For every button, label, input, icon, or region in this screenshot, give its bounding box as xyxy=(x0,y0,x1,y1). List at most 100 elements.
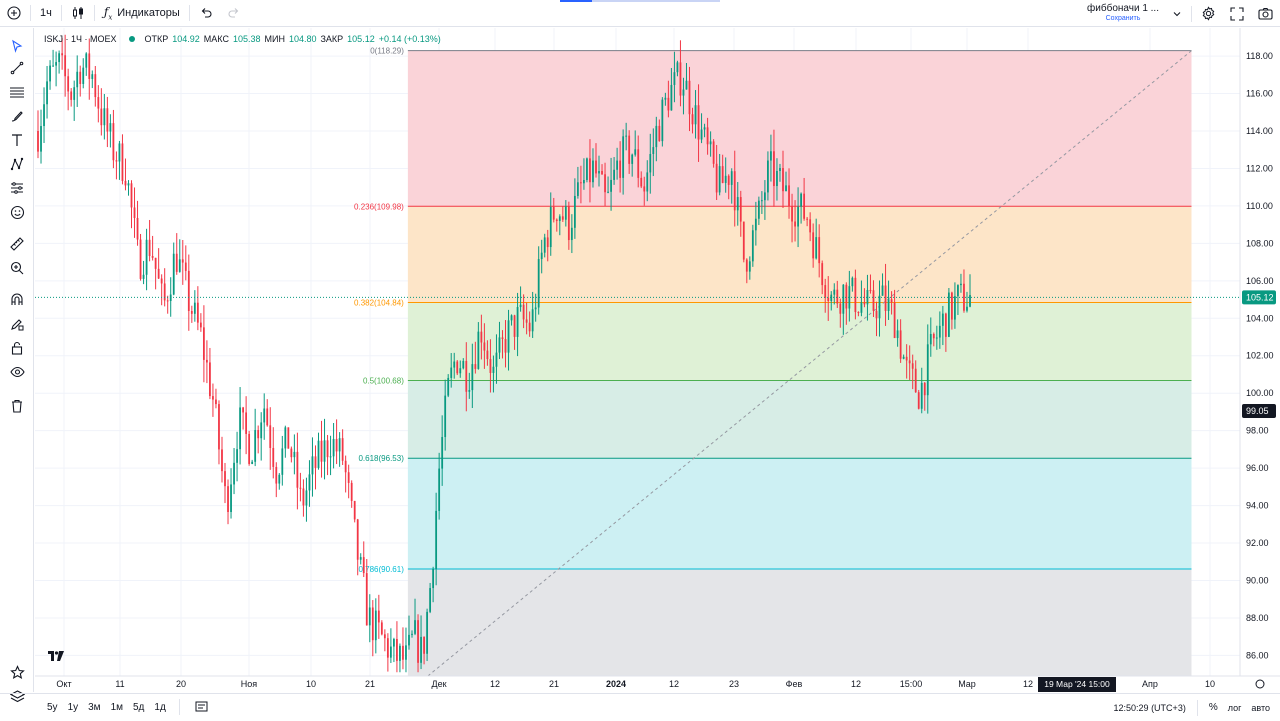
candle-body xyxy=(151,256,154,258)
candle-body xyxy=(362,557,365,574)
candle-body xyxy=(773,151,775,187)
interval-label: 1ч xyxy=(40,7,52,19)
fib-level-label: 0.5(100.68) xyxy=(363,376,404,385)
candle-body xyxy=(797,206,799,227)
candle-body xyxy=(206,359,208,363)
toolbar-divider xyxy=(188,5,190,21)
lock-tool[interactable] xyxy=(7,338,27,358)
icon-tool[interactable] xyxy=(7,202,27,222)
candle-body xyxy=(67,76,70,92)
range-5y[interactable]: 5y xyxy=(47,701,58,713)
candle-body xyxy=(637,149,640,178)
fib-zone xyxy=(407,569,1192,676)
undo-button[interactable] xyxy=(192,0,220,27)
candle-body xyxy=(685,80,688,90)
layout-name-button[interactable]: фиббоначи 1 ... Сохранить xyxy=(1081,3,1165,24)
snapshot-button[interactable] xyxy=(1251,0,1280,27)
text-tool[interactable] xyxy=(7,130,27,150)
fib-level-label: 0.618(96.53) xyxy=(358,454,404,463)
fib-tool[interactable] xyxy=(7,82,27,102)
range-3m[interactable]: 3м xyxy=(88,701,101,713)
range-1m[interactable]: 1м xyxy=(110,701,123,713)
cursor-tool[interactable] xyxy=(7,36,27,56)
candle-body xyxy=(694,105,697,125)
watchlist-star-button[interactable] xyxy=(7,662,27,682)
brush-tool[interactable] xyxy=(7,106,27,126)
scale-settings-gear-icon[interactable] xyxy=(1255,679,1265,689)
chart-type-button[interactable] xyxy=(64,0,92,27)
candle-body xyxy=(631,154,634,164)
candle-body xyxy=(317,440,320,468)
prediction-tool[interactable] xyxy=(7,178,27,198)
fib-trend-line[interactable] xyxy=(427,50,1192,677)
candle-body xyxy=(601,171,603,175)
chart-area[interactable]: 0(118.29) 0.236(109.98) 0.382(104.84) 0.5(1… xyxy=(35,28,1280,692)
zoom-tool[interactable] xyxy=(7,258,27,278)
ruler-tool[interactable] xyxy=(7,234,27,254)
candle-body xyxy=(486,350,489,360)
time-tick-label: 21 xyxy=(365,679,375,689)
remove-drawings-tool[interactable] xyxy=(7,396,27,416)
candle-body xyxy=(302,488,305,506)
auto-scale-toggle[interactable]: авто xyxy=(1251,702,1270,713)
trend-line-tool[interactable] xyxy=(7,58,27,78)
candle-body xyxy=(55,62,57,66)
candle-body xyxy=(142,274,145,279)
range-5d[interactable]: 5д xyxy=(133,701,145,713)
candle-body xyxy=(926,344,929,396)
time-tick-label: 2024 xyxy=(606,679,626,689)
candle-body xyxy=(580,182,582,184)
candle-body xyxy=(251,461,254,464)
percent-scale-toggle[interactable]: % xyxy=(1208,702,1218,713)
candle-body xyxy=(178,259,181,272)
interval-button[interactable]: 1ч xyxy=(33,0,59,27)
lock-icon xyxy=(11,341,23,355)
draw-mode-tool[interactable] xyxy=(7,314,27,334)
candle-body xyxy=(359,557,362,560)
candle-body xyxy=(543,237,546,253)
candle-body xyxy=(595,160,597,174)
redo-button[interactable] xyxy=(220,0,248,27)
candle-body xyxy=(519,304,522,308)
candle-body xyxy=(938,325,941,338)
settings-button[interactable] xyxy=(1194,0,1223,27)
range-1d[interactable]: 1д xyxy=(154,701,166,713)
price-chart[interactable]: 0(118.29) 0.236(109.98) 0.382(104.84) 0.5(1… xyxy=(35,28,1280,692)
visibility-tool[interactable] xyxy=(7,362,27,382)
magnet-tool[interactable] xyxy=(7,290,27,310)
candle-body xyxy=(492,366,495,373)
goto-date-button[interactable] xyxy=(190,700,213,715)
bottom-right-controls: 12:50:29 (UTC+3) % лог авто xyxy=(1109,694,1280,721)
price-scale[interactable] xyxy=(1240,28,1280,692)
log-scale-toggle[interactable]: лог xyxy=(1227,702,1242,713)
forecast-icon xyxy=(11,182,23,194)
pattern-tool[interactable] xyxy=(7,154,27,174)
candle-body xyxy=(260,422,263,439)
candle-body xyxy=(634,149,637,155)
candle-body xyxy=(573,195,576,228)
legend-symbol[interactable]: ISKJ · 1Ч · MOEX xyxy=(44,34,117,44)
candle-body xyxy=(190,310,193,314)
candle-body xyxy=(338,438,341,452)
candle-body xyxy=(954,296,956,320)
candle-body xyxy=(724,175,727,183)
candle-body xyxy=(257,430,260,439)
candle-body xyxy=(905,356,908,361)
fullscreen-button[interactable] xyxy=(1223,0,1251,27)
candle-body xyxy=(869,290,872,292)
clock[interactable]: 12:50:29 (UTC+3) xyxy=(1113,702,1186,713)
add-symbol-button[interactable] xyxy=(0,0,28,27)
range-1y[interactable]: 1y xyxy=(67,701,79,713)
time-tick-label: 10 xyxy=(306,679,316,689)
candle-body xyxy=(468,390,471,392)
candle-body xyxy=(963,283,965,311)
time-scale[interactable] xyxy=(35,676,1280,692)
object-tree-button[interactable] xyxy=(7,686,27,706)
candle-body xyxy=(365,573,368,626)
legend-open-label: ОТКР xyxy=(144,34,169,44)
indicators-button[interactable]: ƒx Индикаторы xyxy=(97,0,187,27)
price-tick-label: 110.00 xyxy=(1246,201,1273,211)
legend-low-value: 104.80 xyxy=(288,34,317,44)
tradingview-logo[interactable] xyxy=(48,650,64,664)
layout-menu-button[interactable] xyxy=(1165,0,1189,27)
